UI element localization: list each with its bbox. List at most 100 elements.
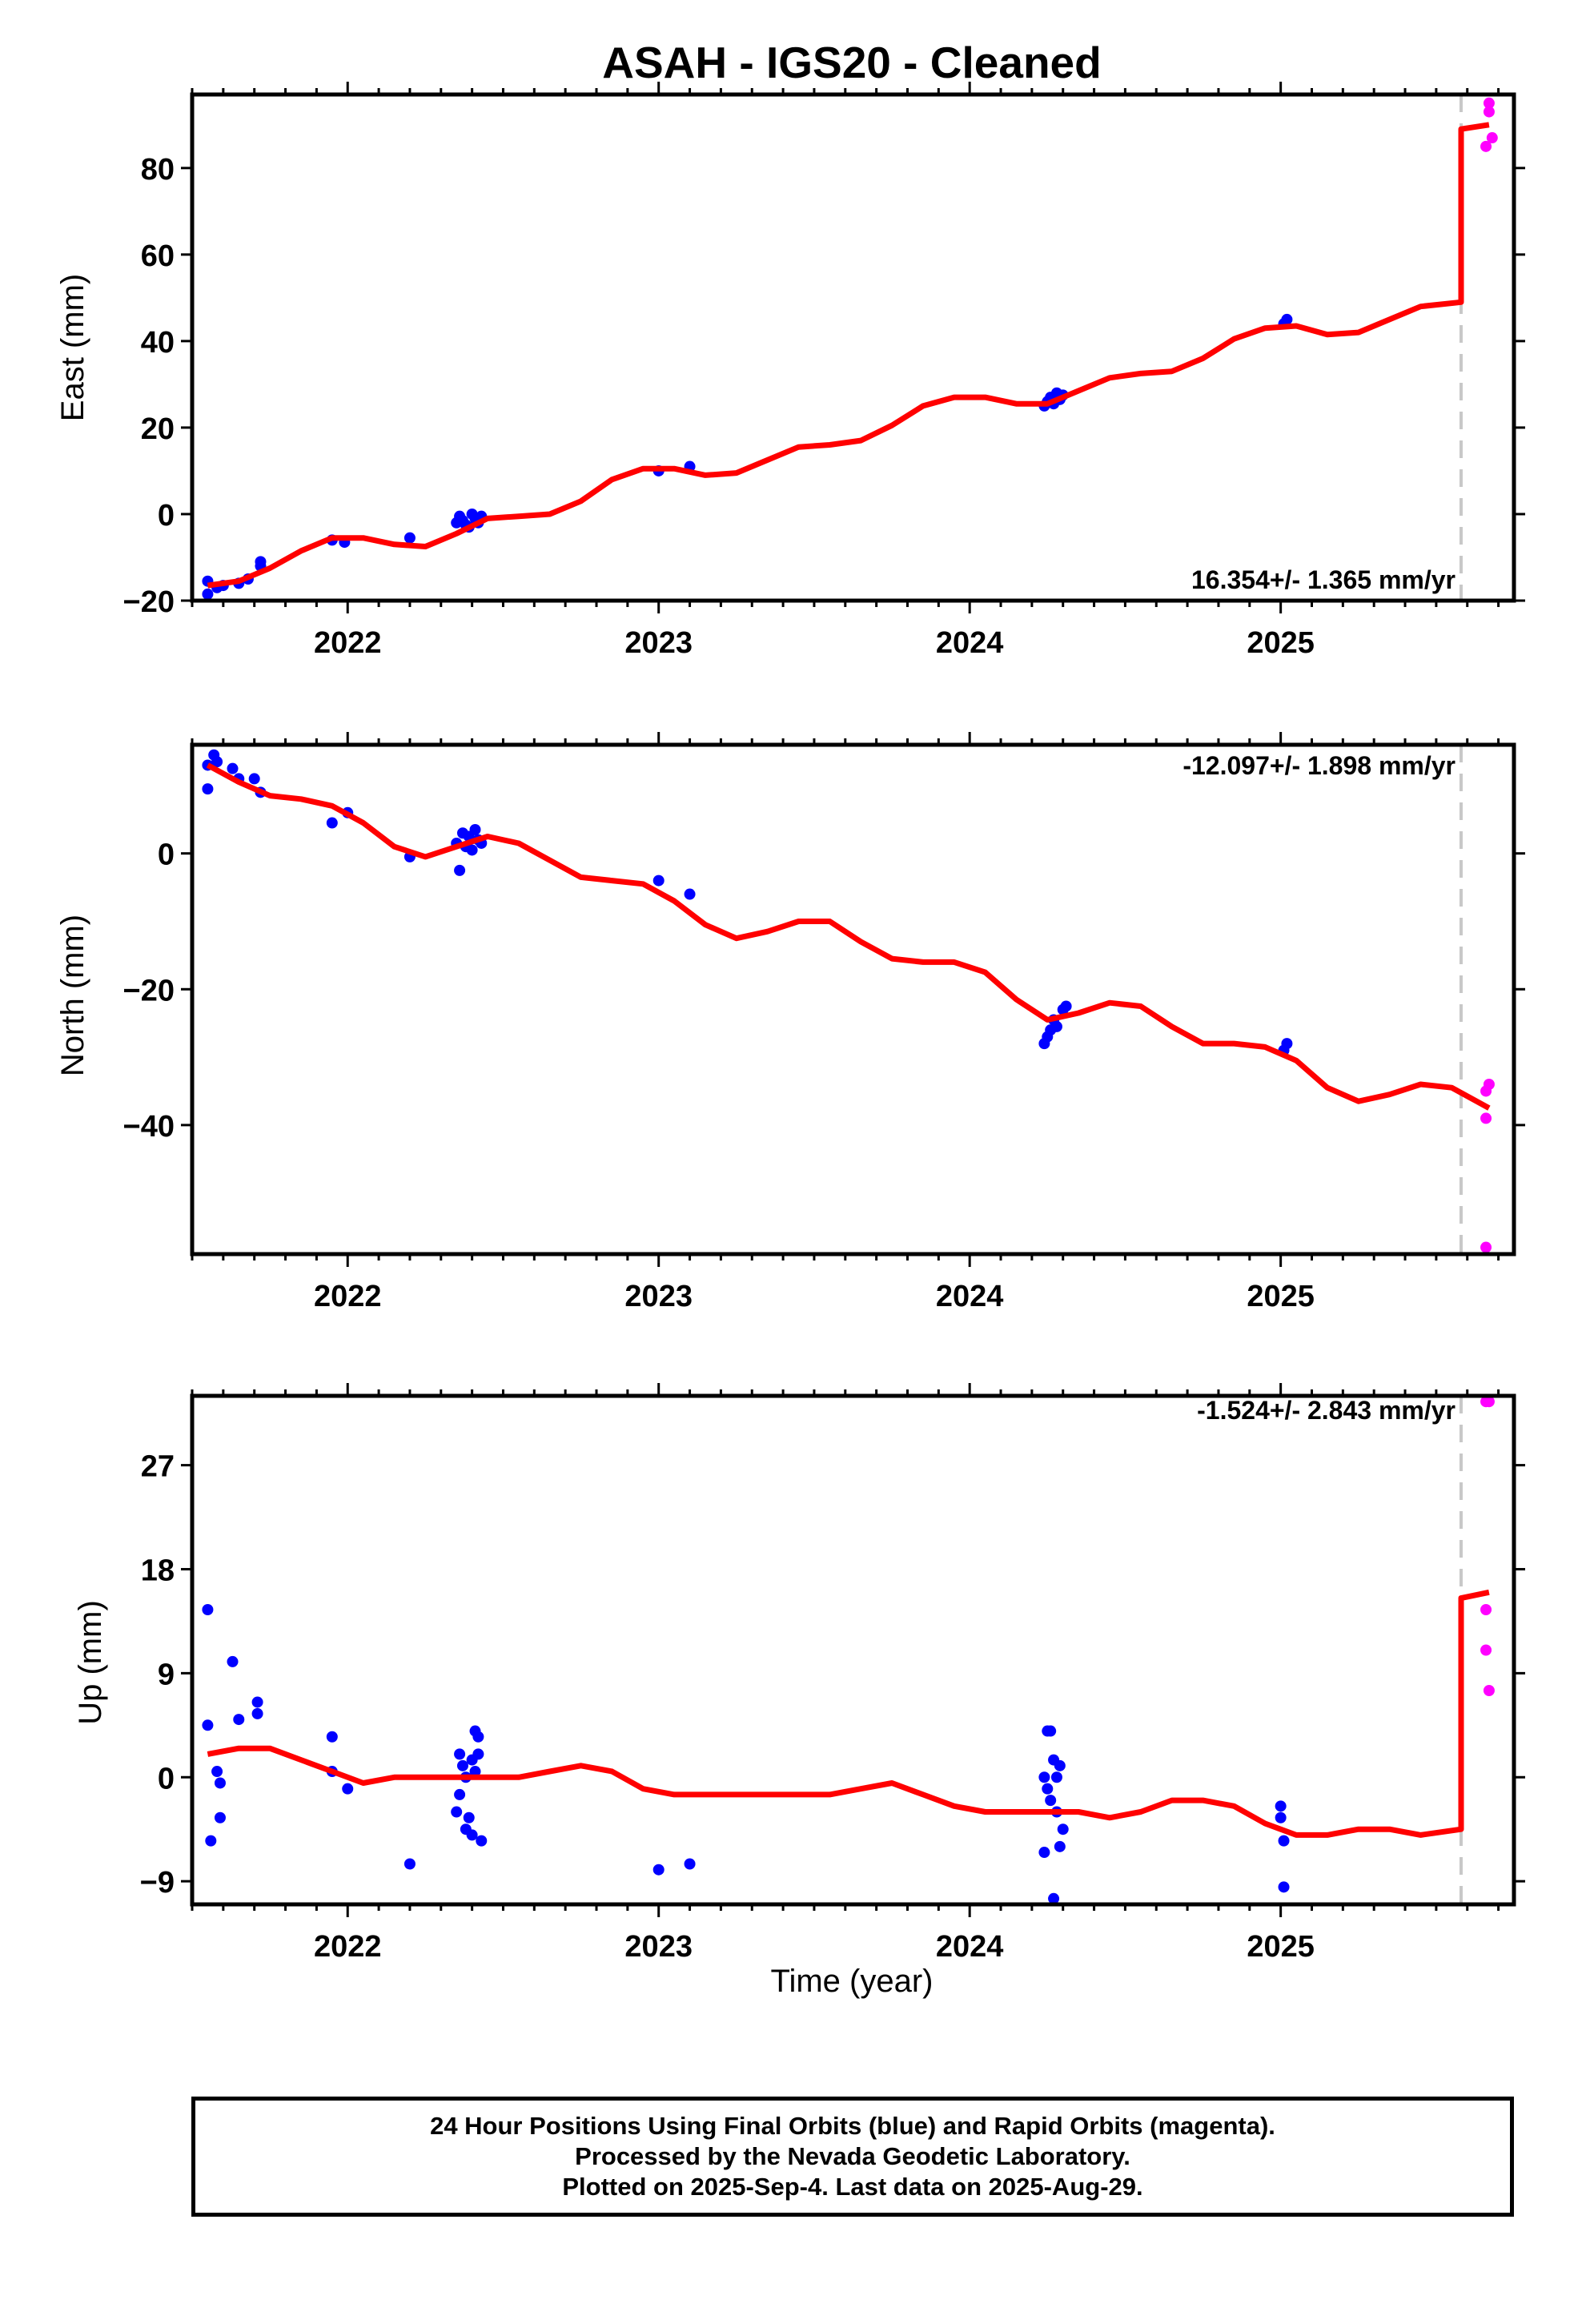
north-rapid-point-1 (1483, 1079, 1495, 1090)
figure-title: ASAH - IGS20 - Cleaned (602, 38, 1101, 87)
up-final-point-22 (466, 1829, 478, 1841)
north-xtick-label-0: 2022 (314, 1280, 382, 1313)
east-ytick-label-5: 80 (141, 153, 175, 187)
footer-line-3: Plotted on 2025-Sep-4. Last data on 2025… (562, 2173, 1143, 2201)
north-rate-label: -12.097+/- 1.898 mm/yr (1182, 751, 1456, 780)
up-xtick-label-1: 2023 (624, 1930, 693, 1964)
north-final-point-6 (248, 773, 260, 785)
east-rapid-point-1 (1483, 106, 1495, 118)
east-ytick-label-0: −20 (123, 585, 175, 619)
north-xtick-label-1: 2023 (624, 1280, 693, 1313)
up-final-point-39 (1050, 1771, 1062, 1783)
up-final-point-1 (202, 1719, 214, 1731)
north-final-point-8 (326, 817, 338, 829)
up-final-point-14 (451, 1806, 463, 1818)
north-final-point-3 (211, 756, 223, 768)
up-xtick-label-2: 2024 (936, 1930, 1004, 1964)
up-model-line (207, 1589, 1490, 1838)
north-final-point-30 (1281, 1038, 1293, 1050)
up-final-point-42 (1057, 1823, 1069, 1835)
north-ylabel: North (mm) (55, 915, 90, 1076)
north-rapid-point-3 (1480, 1241, 1492, 1253)
up-final-point-6 (227, 1655, 239, 1667)
north-final-point-17 (469, 824, 481, 835)
up-xtick-label-0: 2022 (314, 1930, 382, 1964)
north-rapid-point-2 (1480, 1112, 1492, 1124)
up-final-point-15 (454, 1748, 466, 1760)
up-final-point-34 (1045, 1725, 1057, 1737)
east-xtick-label-3: 2025 (1247, 626, 1315, 660)
up-final-point-41 (1054, 1840, 1066, 1852)
up-plot-area: −9 0 9 18 27 2022 2023 2024 2025 (140, 1383, 1525, 1964)
up-final-point-35 (1045, 1795, 1057, 1807)
east-final-point-1 (202, 588, 214, 600)
north-final-point-4 (227, 762, 239, 774)
up-final-point-8 (251, 1696, 263, 1708)
footer-line-2: Processed by the Nevada Geodetic Laborat… (575, 2142, 1130, 2170)
up-final-point-30 (1038, 1771, 1050, 1783)
up-final-point-2 (205, 1835, 217, 1847)
north-final-point-26 (1050, 1020, 1062, 1032)
north-final-point-28 (1060, 1000, 1072, 1012)
north-panel: North (mm) -12.097+/- 1.898 mm/yr (55, 751, 1456, 1076)
north-final-point-12 (454, 864, 466, 876)
north-ytick-label-0: −40 (123, 1110, 175, 1144)
east-rapid-point-3 (1480, 140, 1492, 152)
up-final-point-44 (1275, 1811, 1287, 1823)
north-final-point-16 (466, 844, 478, 856)
east-plot-area: −20 0 20 40 60 80 2022 2023 2024 2025 (123, 82, 1525, 660)
east-frame (190, 92, 1516, 603)
up-rate-label: -1.524+/- 2.843 mm/yr (1197, 1396, 1456, 1425)
up-final-point-23 (469, 1766, 481, 1778)
footer-caption: 24 Hour Positions Using Final Orbits (bl… (191, 2097, 1514, 2217)
east-model-line (207, 122, 1490, 589)
north-ytick-label-1: −20 (123, 974, 175, 1007)
east-xtick-label-2: 2024 (936, 626, 1004, 660)
up-rapid-point-3 (1480, 1644, 1492, 1656)
north-ytick-label-2: 0 (158, 838, 175, 872)
x-axis-label: Time (year) (771, 1964, 934, 1999)
north-plot-area: −40 −20 0 2022 2023 2024 2025 (123, 732, 1525, 1313)
up-final-point-32 (1042, 1783, 1054, 1795)
up-final-point-13 (404, 1858, 416, 1870)
east-ytick-label-3: 40 (141, 326, 175, 360)
up-final-point-28 (652, 1864, 665, 1876)
up-final-point-46 (1278, 1881, 1290, 1893)
up-rapid-point-1 (1483, 1396, 1495, 1408)
north-xtick-label-3: 2025 (1247, 1280, 1315, 1313)
north-xtick-label-2: 2024 (936, 1280, 1004, 1313)
up-final-point-40 (1054, 1759, 1066, 1771)
east-xtick-label-0: 2022 (314, 626, 382, 660)
up-final-point-31 (1038, 1847, 1050, 1859)
up-ytick-label-2: 9 (158, 1658, 175, 1691)
up-rapid-point-2 (1480, 1603, 1492, 1615)
up-final-point-17 (456, 1759, 468, 1771)
east-ylabel: East (mm) (55, 274, 90, 421)
east-final-point-10 (404, 532, 416, 544)
up-final-point-4 (214, 1777, 226, 1789)
north-final-point-21 (684, 888, 696, 900)
north-final-point-20 (652, 875, 665, 887)
up-final-point-20 (463, 1811, 475, 1823)
up-final-point-25 (472, 1748, 484, 1760)
up-final-point-37 (1048, 1892, 1060, 1904)
up-final-point-27 (476, 1835, 488, 1847)
east-panel: East (mm) 16.354+/- 1.365 mm/yr (55, 274, 1456, 594)
up-final-point-26 (472, 1731, 484, 1743)
east-ytick-label-4: 60 (141, 239, 175, 273)
east-final-point-30 (1281, 313, 1293, 325)
north-final-point-1 (202, 783, 214, 795)
north-frame (190, 742, 1516, 1256)
up-final-point-45 (1278, 1835, 1290, 1847)
up-panel: Up (mm) -1.524+/- 2.843 mm/yr (73, 1396, 1456, 1725)
east-rate-label: 16.354+/- 1.365 mm/yr (1191, 565, 1456, 594)
east-ytick-label-2: 20 (141, 412, 175, 446)
east-rapid-point-0 (1483, 97, 1495, 109)
up-ytick-label-1: 0 (158, 1762, 175, 1795)
up-final-point-12 (342, 1783, 354, 1795)
up-final-point-5 (214, 1811, 226, 1823)
east-rapid-point-2 (1486, 132, 1498, 144)
footer-line-1: 24 Hour Positions Using Final Orbits (bl… (430, 2112, 1275, 2140)
up-final-point-3 (211, 1766, 223, 1778)
